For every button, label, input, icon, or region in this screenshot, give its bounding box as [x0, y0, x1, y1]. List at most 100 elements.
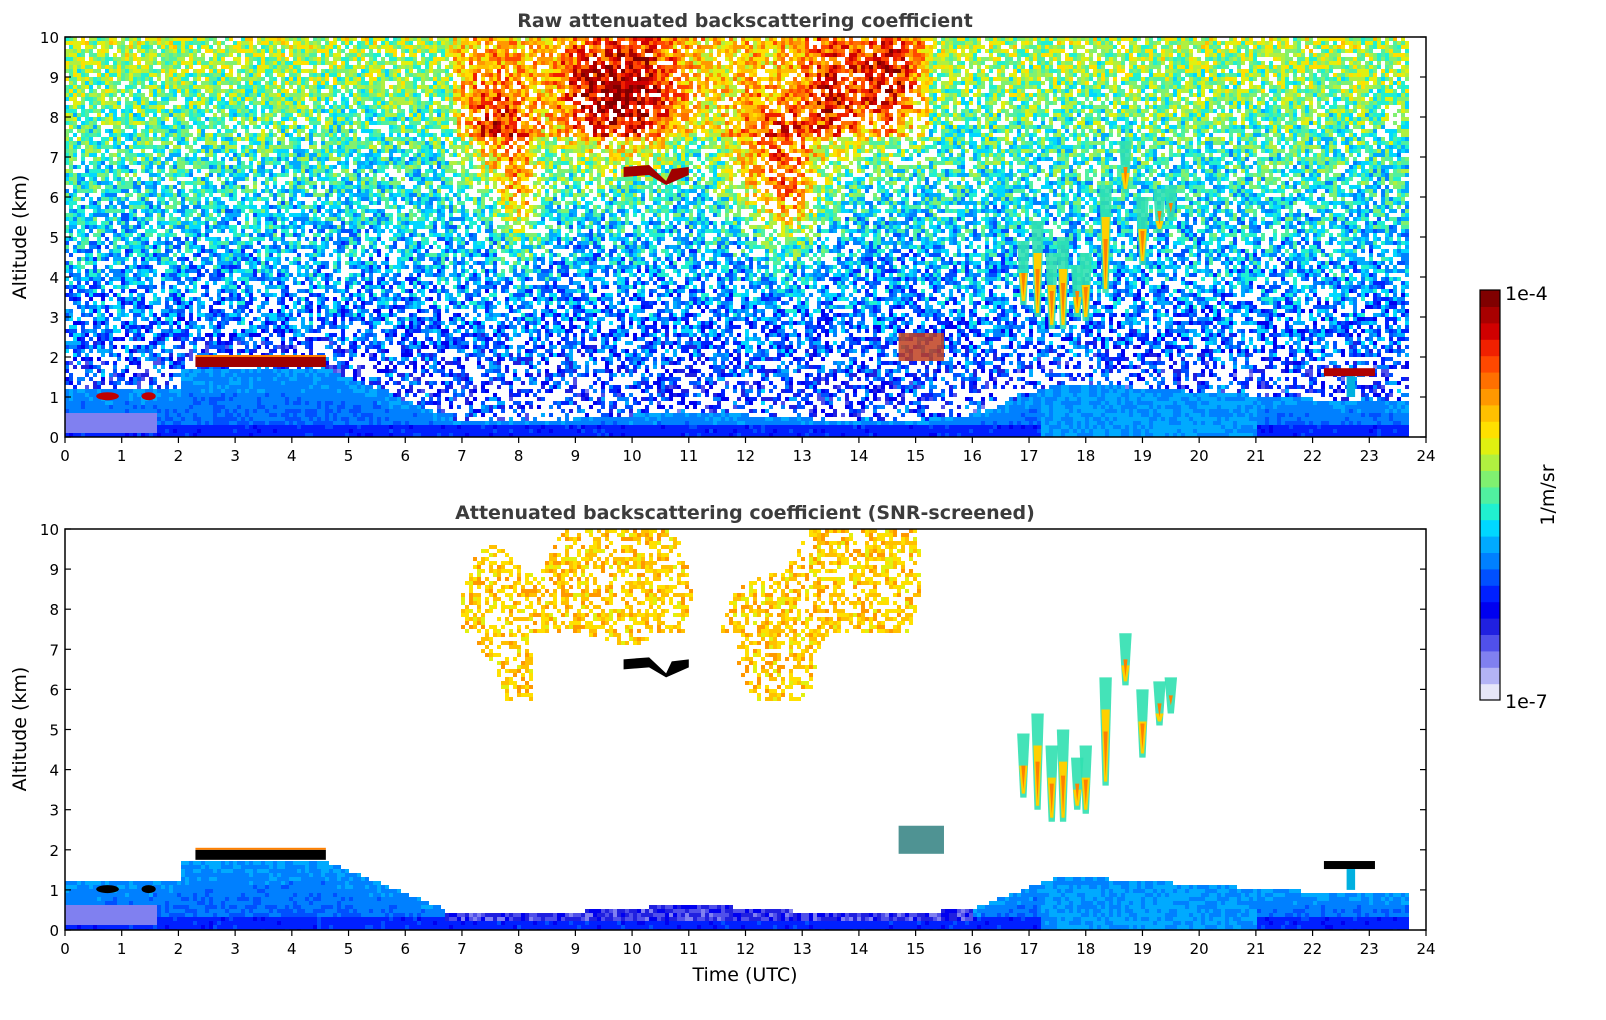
- heatmap-cell: [313, 377, 317, 381]
- heatmap-cell: [269, 381, 273, 385]
- heatmap-cell: [241, 305, 245, 309]
- heatmap-cell: [289, 81, 293, 85]
- heatmap-cell: [133, 169, 137, 173]
- heatmap-cell: [261, 433, 265, 437]
- heatmap-cell: [293, 129, 297, 133]
- heatmap-cell: [85, 97, 89, 101]
- heatmap-cell: [137, 205, 141, 209]
- heatmap-cell: [317, 173, 321, 177]
- heatmap-cell: [157, 249, 161, 253]
- heatmap-cell: [273, 245, 277, 249]
- heatmap-cell: [153, 149, 157, 153]
- heatmap-cell: [209, 173, 213, 177]
- heatmap-cell: [285, 113, 289, 117]
- heatmap-cell: [237, 385, 241, 389]
- heatmap-cell: [141, 373, 145, 377]
- heatmap-cell: [173, 409, 177, 413]
- heatmap-cell: [261, 373, 265, 377]
- heatmap-cell: [225, 141, 229, 145]
- heatmap-cell: [321, 185, 325, 189]
- heatmap-cell: [265, 221, 269, 225]
- heatmap-cell: [217, 69, 221, 73]
- heatmap-cell: [197, 133, 201, 137]
- heatmap-cell: [173, 425, 177, 429]
- heatmap-cell: [321, 273, 325, 277]
- heatmap-cell: [205, 213, 209, 217]
- heatmap-cell: [193, 425, 197, 429]
- heatmap-cell: [81, 77, 85, 81]
- heatmap-cell: [137, 273, 141, 277]
- heatmap-cell: [237, 413, 241, 417]
- heatmap-cell: [209, 273, 213, 277]
- heatmap-cell: [181, 81, 185, 85]
- heatmap-cell: [217, 301, 221, 305]
- heatmap-cell: [301, 373, 305, 377]
- heatmap-cell: [309, 141, 313, 145]
- heatmap-cell: [229, 65, 233, 69]
- heatmap-cell: [301, 321, 305, 325]
- heatmap-cell: [165, 413, 169, 417]
- heatmap-cell: [129, 405, 133, 409]
- heatmap-cell: [277, 433, 281, 437]
- heatmap-cell: [273, 181, 277, 185]
- heatmap-cell: [257, 373, 261, 377]
- heatmap-cell: [269, 121, 273, 125]
- heatmap-cell: [321, 61, 325, 65]
- heatmap-cell: [165, 101, 169, 105]
- heatmap-cell: [321, 297, 325, 301]
- heatmap-cell: [321, 253, 325, 257]
- heatmap-cell: [141, 429, 145, 433]
- heatmap-cell: [233, 125, 237, 129]
- heatmap-cell: [153, 409, 157, 413]
- heatmap-cell: [73, 65, 77, 69]
- heatmap-cell: [121, 169, 125, 173]
- heatmap-cell: [265, 209, 269, 213]
- heatmap-cell: [245, 73, 249, 77]
- heatmap-cell: [141, 273, 145, 277]
- heatmap-cell: [69, 253, 73, 257]
- heatmap-cell: [173, 97, 177, 101]
- heatmap-cell: [141, 309, 145, 313]
- heatmap-cell: [205, 409, 209, 413]
- heatmap-cell: [193, 41, 197, 45]
- heatmap-cell: [305, 433, 309, 437]
- heatmap-cell: [305, 297, 309, 301]
- heatmap-cell: [217, 85, 221, 89]
- heatmap-cell: [69, 117, 73, 121]
- heatmap-cell: [209, 217, 213, 221]
- heatmap-cell: [189, 417, 193, 421]
- heatmap-cell: [189, 109, 193, 113]
- heatmap-cell: [97, 369, 101, 373]
- heatmap-cell: [105, 73, 109, 77]
- heatmap-cell: [309, 349, 313, 353]
- heatmap-cell: [281, 165, 285, 169]
- heatmap-cell: [281, 425, 285, 429]
- heatmap-cell: [197, 117, 201, 121]
- heatmap-cell: [153, 53, 157, 57]
- heatmap-cell: [145, 401, 149, 405]
- heatmap-cell: [97, 65, 101, 69]
- heatmap-cell: [257, 141, 261, 145]
- heatmap-cell: [169, 177, 173, 181]
- heatmap-cell: [289, 197, 293, 201]
- heatmap-cell: [193, 101, 197, 105]
- heatmap-cell: [205, 149, 209, 153]
- heatmap-cell: [309, 337, 313, 341]
- heatmap-cell: [245, 281, 249, 285]
- heatmap-cell: [89, 337, 93, 341]
- heatmap-cell: [281, 45, 285, 49]
- heatmap-cell: [261, 405, 265, 409]
- heatmap-cell: [137, 221, 141, 225]
- heatmap-cell: [261, 409, 265, 413]
- heatmap-cell: [229, 101, 233, 105]
- heatmap-cell: [121, 149, 125, 153]
- heatmap-cell: [205, 429, 209, 433]
- heatmap-cell: [121, 429, 125, 433]
- heatmap-cell: [165, 81, 169, 85]
- heatmap-cell: [317, 57, 321, 61]
- heatmap-cell: [309, 325, 313, 329]
- heatmap-cell: [309, 193, 313, 197]
- heatmap-cell: [209, 189, 213, 193]
- heatmap-cell: [137, 389, 141, 393]
- heatmap-cell: [305, 193, 309, 197]
